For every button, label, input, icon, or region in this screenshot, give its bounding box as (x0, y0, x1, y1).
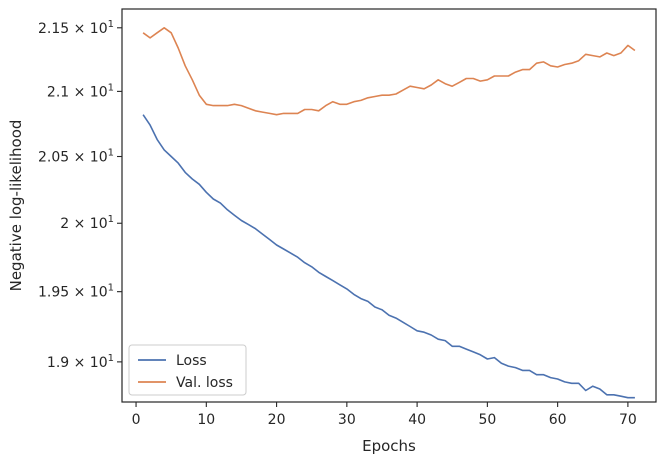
y-tick-label: 2.1 × 101 (47, 82, 114, 100)
series-line-val-loss (142, 26, 636, 116)
y-tick-label: 2 × 101 (60, 214, 114, 232)
x-axis: 0 10 20 30 40 50 60 70 (132, 402, 637, 428)
x-tick-label: 70 (619, 412, 637, 428)
legend-label-val-loss: Val. loss (176, 375, 233, 391)
plot-area (121, 8, 657, 403)
x-axis-label: Epochs (362, 437, 416, 455)
x-tick-label: 60 (549, 412, 567, 428)
series-line-loss (142, 114, 635, 399)
series-group (142, 26, 636, 399)
y-tick-label: 2.05 × 101 (38, 148, 114, 166)
x-tick-label: 30 (338, 412, 356, 428)
y-axis: 1.9 × 101 1.95 × 101 2 × 101 2.05 × 101 2.1 … (38, 19, 122, 371)
x-tick-label: 50 (478, 412, 496, 428)
y-tick-label: 1.9 × 101 (47, 353, 114, 371)
x-tick-label: 0 (132, 412, 141, 428)
y-tick-label: 2.15 × 101 (38, 19, 114, 37)
axes-frame (121, 8, 657, 403)
x-tick-label: 20 (268, 412, 286, 428)
x-tick-label: 40 (408, 412, 426, 428)
y-axis-label: Negative log-likelihood (7, 120, 25, 292)
legend: Loss Val. loss (128, 344, 247, 396)
legend-label-loss: Loss (176, 353, 207, 369)
x-tick-label: 10 (197, 412, 215, 428)
y-tick-label: 1.95 × 101 (38, 283, 114, 301)
